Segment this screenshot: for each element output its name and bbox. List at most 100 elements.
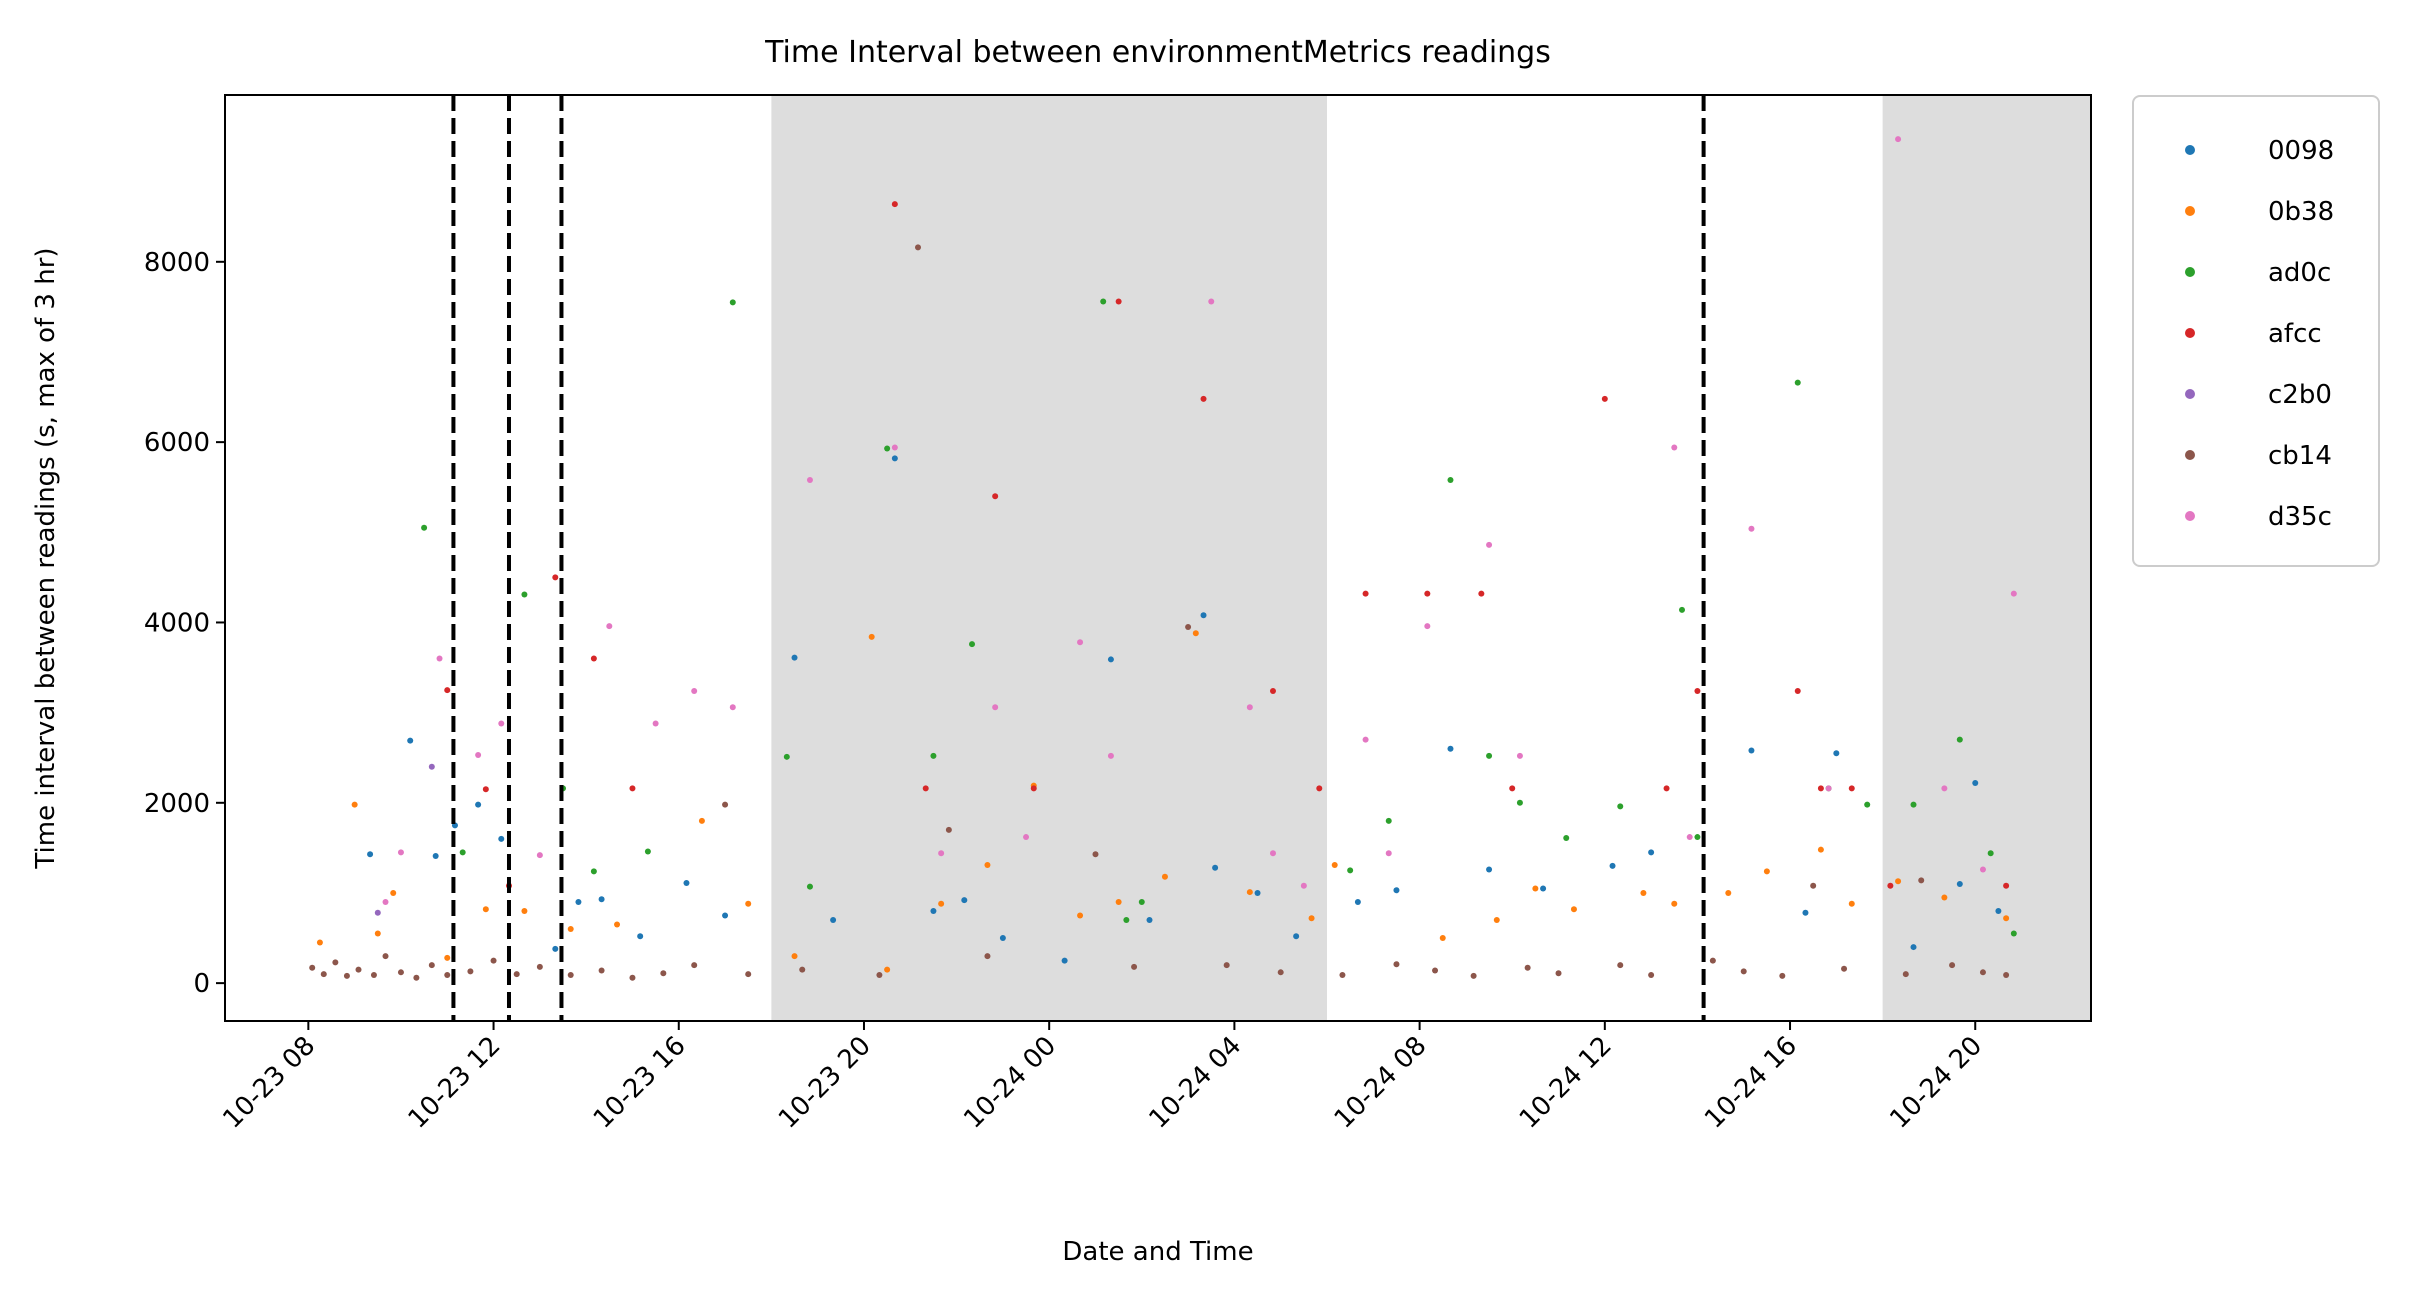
point-cb14-26 [945, 826, 952, 833]
point-0098-17 [961, 897, 968, 904]
point-cb14-48 [1949, 962, 1956, 969]
point-0b38-16 [984, 862, 991, 869]
point-0098-36 [1910, 944, 1917, 951]
point-0098-6 [498, 835, 505, 842]
point-afcc-24 [1848, 785, 1855, 792]
point-ad0c-3 [521, 591, 528, 598]
point-cb14-2 [320, 971, 327, 978]
vertical-marker-lines [451, 95, 1706, 1021]
point-ad0c-15 [1138, 898, 1145, 905]
point-d35c-2 [397, 849, 404, 856]
point-0098-7 [552, 945, 559, 952]
point-ad0c-22 [1617, 803, 1624, 810]
legend-marker-c2b0 [2185, 389, 2195, 399]
point-0098-29 [1486, 866, 1493, 873]
point-afcc-10 [1030, 785, 1037, 792]
point-d35c-25 [1486, 541, 1493, 548]
point-0b38-32 [1763, 868, 1770, 875]
point-afcc-20 [1663, 785, 1670, 792]
point-cb14-27 [984, 953, 991, 960]
point-c2b0-2 [428, 763, 435, 770]
point-ad0c-9 [806, 883, 813, 890]
point-ad0c-23 [1678, 606, 1685, 613]
point-cb14-19 [660, 970, 667, 977]
point-0098-38 [1972, 779, 1979, 786]
point-0b38-26 [1493, 917, 1500, 924]
point-d35c-6 [536, 852, 543, 859]
point-ad0c-16 [1347, 867, 1354, 874]
point-0098-28 [1447, 745, 1454, 752]
point-d35c-17 [1107, 752, 1114, 759]
point-0b38-19 [1115, 898, 1122, 905]
data-points [309, 136, 2017, 981]
point-ad0c-24 [1694, 834, 1701, 841]
point-0b38-27 [1532, 885, 1539, 892]
point-0098-25 [1293, 933, 1300, 940]
point-0b38-6 [482, 906, 489, 913]
point-cb14-10 [428, 962, 435, 969]
point-d35c-34 [2010, 590, 2017, 597]
point-0b38-37 [2003, 915, 2010, 922]
point-d35c-10 [729, 704, 736, 711]
point-d35c-30 [1825, 785, 1832, 792]
legend-box [2132, 95, 2380, 567]
legend-marker-afcc [2185, 328, 2195, 338]
point-0098-2 [407, 737, 414, 744]
point-cb14-16 [567, 972, 574, 979]
point-0b38-31 [1725, 889, 1732, 896]
point-ad0c-11 [930, 752, 937, 759]
point-0b38-12 [791, 953, 798, 960]
point-d35c-22 [1362, 736, 1369, 743]
point-0b38-1 [316, 939, 323, 946]
point-ad0c-17 [1385, 817, 1392, 824]
point-afcc-15 [1362, 590, 1369, 597]
point-cb14-6 [370, 972, 377, 979]
point-d35c-23 [1385, 850, 1392, 857]
point-0b38-29 [1640, 889, 1647, 896]
point-0098-14 [830, 917, 837, 924]
point-d35c-13 [938, 850, 945, 857]
point-ad0c-28 [1910, 801, 1917, 808]
point-0098-37 [1956, 880, 1963, 887]
y-axis-ticks: 0 2000 4000 6000 8000 [144, 248, 225, 999]
legend-label-ad0c: ad0c [2268, 258, 2331, 288]
point-d35c-26 [1516, 752, 1523, 759]
point-ad0c-2 [459, 849, 466, 856]
point-afcc-12 [1200, 395, 1207, 402]
legend-items: 0098 0b38 ad0c afcc c2b0 cb14 d35c [2185, 136, 2334, 532]
legend-label-d35c: d35c [2268, 502, 2332, 532]
point-afcc-5 [590, 655, 597, 662]
point-0b38-22 [1246, 889, 1253, 896]
point-ad0c-18 [1447, 477, 1454, 484]
point-0098-39 [1995, 907, 2002, 914]
point-d35c-3 [436, 655, 443, 662]
point-afcc-23 [1817, 785, 1824, 792]
point-d35c-21 [1300, 882, 1307, 889]
point-cb14-30 [1185, 623, 1192, 630]
point-cb14-1 [309, 964, 316, 971]
point-cb14-23 [799, 966, 806, 973]
point-d35c-16 [1077, 639, 1084, 646]
point-d35c-19 [1246, 704, 1253, 711]
legend-marker-cb14 [2185, 450, 2195, 460]
point-ad0c-14 [1123, 917, 1130, 924]
legend-marker-0b38 [2185, 206, 2195, 216]
legend: 0098 0b38 ad0c afcc c2b0 cb14 d35c [2132, 95, 2380, 567]
point-d35c-33 [1979, 866, 1986, 873]
point-cb14-20 [691, 962, 698, 969]
point-0098-12 [722, 912, 729, 919]
point-d35c-5 [498, 720, 505, 727]
point-ad0c-10 [884, 445, 891, 452]
point-0b38-3 [374, 930, 381, 937]
x-axis-label: Date and Time [1062, 1237, 1253, 1267]
point-0098-16 [930, 907, 937, 914]
point-0b38-7 [521, 907, 528, 914]
point-cb14-46 [1902, 971, 1909, 978]
point-ad0c-5 [590, 868, 597, 875]
point-0b38-9 [614, 921, 621, 928]
point-0b38-10 [698, 817, 705, 824]
point-0b38-25 [1439, 935, 1446, 942]
point-cb14-21 [722, 801, 729, 808]
point-cb14-4 [343, 972, 350, 979]
point-cb14-32 [1277, 969, 1284, 976]
